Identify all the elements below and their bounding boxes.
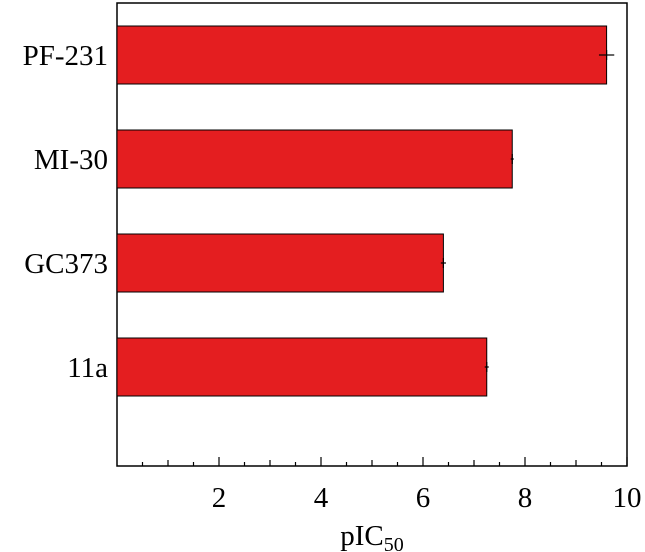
x-axis-label-main: pIC	[340, 520, 384, 552]
bar-gc373	[116, 233, 444, 293]
x-ticks-group	[141, 457, 628, 466]
category-label-gc373: GC373	[24, 248, 108, 280]
bar-mi-30	[116, 129, 513, 189]
category-label-11a: 11a	[67, 352, 108, 384]
x-tick-labels-group: 2 4 6 8 10	[212, 482, 642, 514]
x-axis-label: pIC50	[340, 520, 404, 552]
x-tick-label-2: 2	[212, 482, 227, 514]
x-tick-label-6: 6	[416, 482, 431, 514]
bar-pf-231	[116, 25, 608, 85]
category-labels-group: PF-231 MI-30 GC373 11a	[23, 40, 109, 384]
category-label-mi-30: MI-30	[34, 144, 108, 176]
error-bars-group	[440, 50, 615, 372]
x-tick-label-4: 4	[314, 482, 329, 514]
x-tick-label-8: 8	[518, 482, 533, 514]
category-label-pf-231: PF-231	[23, 40, 108, 72]
x-axis-label-subscript: 50	[384, 534, 404, 552]
bar-11a	[116, 337, 488, 397]
x-tick-label-10: 10	[613, 482, 642, 514]
bars-group	[116, 25, 608, 397]
